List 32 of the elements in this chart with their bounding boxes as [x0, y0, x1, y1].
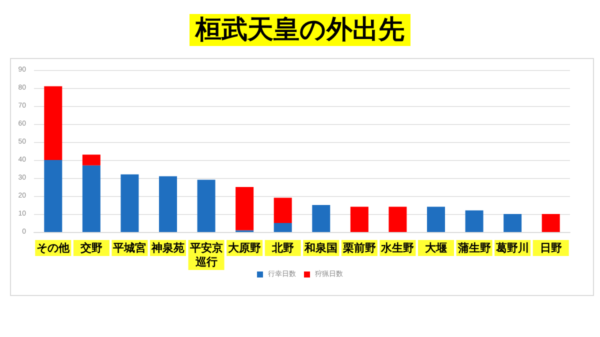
bar [312, 205, 330, 232]
bar [274, 198, 292, 223]
x-tick-label: 大原野 [228, 242, 262, 254]
x-tick-label: 和泉国 [304, 242, 338, 254]
bar [236, 187, 254, 230]
x-tick-label: 日野 [540, 242, 562, 254]
x-tick-label: 水生野 [380, 242, 414, 254]
x-tick-label: 平城宮 [112, 242, 146, 254]
bar [159, 176, 177, 232]
x-tick-label: 大堰 [425, 242, 447, 254]
bar [82, 165, 100, 232]
bar [44, 160, 62, 232]
bar [82, 154, 100, 166]
x-tick-label: 神泉苑 [150, 242, 184, 254]
x-tick-label: 葛野川 [495, 242, 530, 254]
x-tick-label: 平安京巡行 [188, 242, 223, 268]
bar [465, 210, 484, 232]
bar [427, 206, 445, 232]
bar [388, 206, 407, 232]
x-tick-label: 北野 [270, 242, 294, 254]
bar [120, 174, 139, 232]
bar [44, 86, 62, 160]
x-tick-label: 栗前野 [342, 242, 376, 254]
bar [542, 214, 560, 232]
bar [504, 214, 522, 232]
bar [197, 180, 216, 232]
x-tick-label: 交野 [79, 242, 102, 254]
bar [274, 223, 292, 232]
bar [350, 206, 368, 232]
x-tick-label: その他 [36, 242, 71, 254]
x-tick-label: 蒲生野 [456, 242, 491, 254]
chart-title: 桓武天皇の外出先 [194, 15, 404, 45]
